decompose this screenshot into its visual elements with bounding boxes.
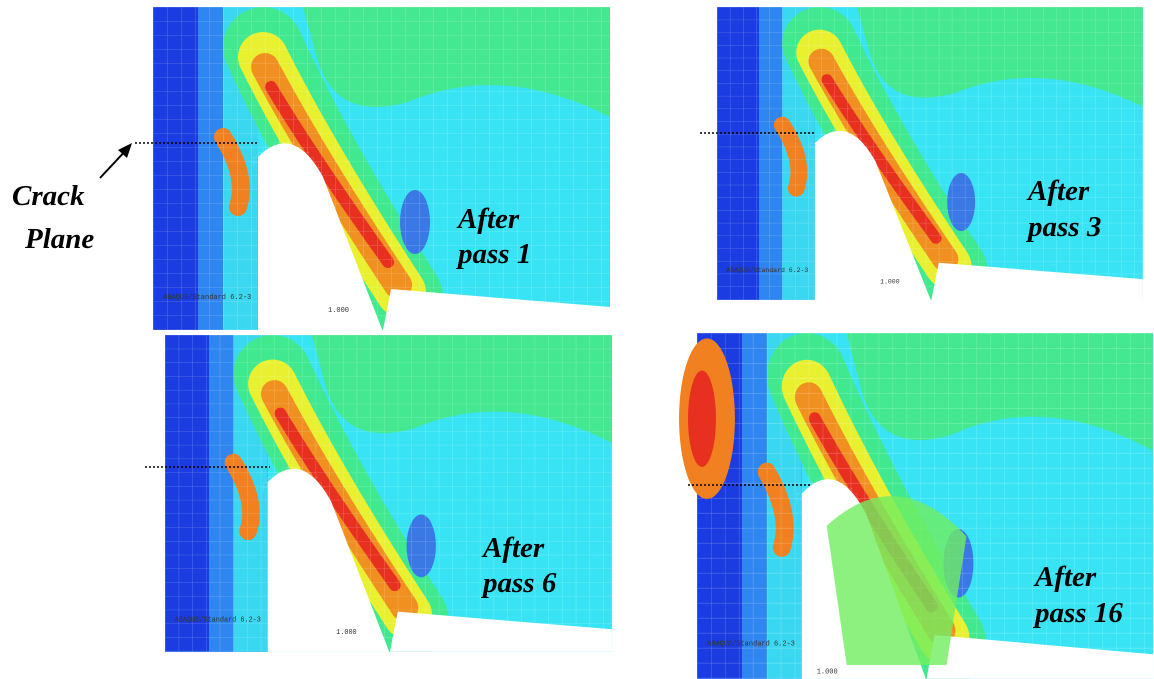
contour-plot (153, 7, 610, 337)
panel-2: ABAQUS/Standard 6.2-3 1.000 (717, 7, 1143, 306)
panel-label: pass 1 (455, 238, 531, 270)
contour-region (826, 496, 967, 666)
panel-label: pass 6 (480, 567, 557, 599)
scale-text: 1.000 (336, 629, 357, 637)
crack-label: Plane (24, 223, 94, 255)
markers (135, 132, 815, 486)
panel-label: pass 3 (1025, 211, 1101, 243)
contour-plot (165, 335, 612, 659)
panel-label: After (481, 532, 545, 564)
software-text: ABAQUS/Standard 6.2-3 (163, 294, 251, 302)
scale-text: 1.000 (880, 279, 900, 286)
scale-text: 1.000 (328, 307, 349, 315)
arrow-head (118, 143, 132, 158)
software-text: ABAQUS/Standard 6.2-3 (707, 641, 795, 649)
crack-label: Crack (12, 180, 85, 212)
panel-label: After (1033, 561, 1097, 593)
panel-4: ABAQUS/Standard 6.2-3 1.000 (679, 333, 1153, 679)
panel-label: After (1026, 175, 1090, 207)
scale-text: 1.000 (817, 668, 838, 676)
software-text: ABAQUS/Standard 6.2-3 (175, 616, 261, 624)
contour-region (688, 370, 716, 467)
software-text: ABAQUS/Standard 6.2-3 (726, 267, 808, 274)
panel-3: ABAQUS/Standard 6.2-3 1.000 (165, 335, 612, 659)
panel-label: pass 16 (1032, 597, 1123, 629)
contour-plot (717, 7, 1143, 306)
panel-label: After (456, 203, 520, 235)
panel-1: ABAQUS/Standard 6.2-3 1.000 (153, 7, 610, 337)
